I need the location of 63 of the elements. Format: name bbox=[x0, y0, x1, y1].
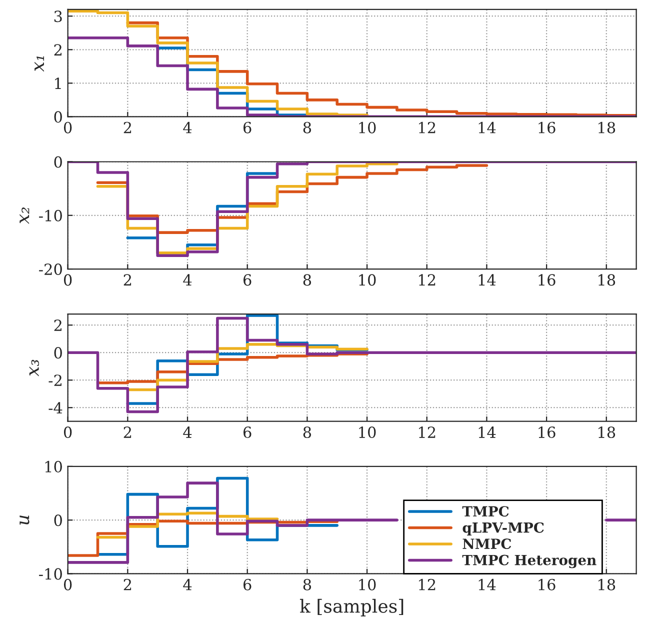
x-tick-label: 2 bbox=[124, 122, 132, 134]
x-tick-label: 2 bbox=[124, 274, 132, 286]
y-tick-label: -20 bbox=[39, 263, 62, 276]
y-tick-label: 0 bbox=[54, 111, 62, 123]
x-tick-label: 10 bbox=[359, 578, 376, 590]
x-tick-label: 18 bbox=[598, 274, 616, 286]
x-tick-label: 12 bbox=[419, 122, 436, 134]
x-tick-label: 4 bbox=[183, 578, 192, 590]
x-tick-label: 12 bbox=[419, 426, 436, 438]
y-tick-label: 2 bbox=[54, 44, 62, 56]
x-tick-label: 6 bbox=[244, 578, 252, 590]
x-tick-label: 6 bbox=[244, 122, 252, 134]
x-tick-label: 2 bbox=[124, 578, 132, 590]
y-axis-title: u bbox=[20, 516, 30, 525]
x-tick-label: 4 bbox=[183, 426, 192, 438]
legend-label: TMPC bbox=[462, 506, 509, 517]
x-tick-label: 16 bbox=[538, 122, 556, 134]
legend-label: qLPV-MPC bbox=[462, 522, 544, 536]
x-tick-label: 8 bbox=[303, 426, 312, 438]
x-tick-label: 0 bbox=[64, 122, 72, 134]
y-tick-label: 0 bbox=[54, 514, 62, 526]
x-tick-label: 14 bbox=[478, 274, 496, 286]
y-tick-label: -10 bbox=[39, 568, 62, 580]
x-tick-label: 18 bbox=[598, 426, 616, 438]
x-tick-label: 4 bbox=[183, 274, 192, 286]
y-axis-title: x₃ bbox=[29, 360, 39, 376]
x-tick-label: 8 bbox=[303, 578, 312, 590]
x-tick-label: 8 bbox=[303, 274, 312, 286]
y-tick-label: 0 bbox=[54, 347, 62, 359]
y-tick-label: 3 bbox=[54, 10, 62, 22]
legend-label: TMPC Heterogen bbox=[462, 554, 596, 568]
x-tick-label: 0 bbox=[64, 578, 72, 590]
x-tick-label: 18 bbox=[598, 578, 616, 590]
x-tick-label: 10 bbox=[359, 426, 376, 438]
y-tick-label: 0 bbox=[54, 156, 62, 168]
x-tick-label: 16 bbox=[538, 578, 556, 590]
y-tick-label: -4 bbox=[48, 402, 62, 414]
y-tick-label: 10 bbox=[45, 460, 62, 472]
x-tick-label: 6 bbox=[244, 426, 252, 438]
x-tick-label: 14 bbox=[478, 122, 496, 134]
x-axis-title: k [samples] bbox=[300, 598, 404, 616]
x-tick-label: 6 bbox=[244, 274, 252, 286]
x-tick-label: 10 bbox=[359, 122, 376, 134]
x-tick-label: 14 bbox=[478, 426, 496, 438]
x-tick-label: 8 bbox=[303, 122, 312, 134]
x-tick-label: 16 bbox=[538, 274, 556, 286]
x-tick-label: 16 bbox=[538, 426, 556, 438]
y-tick-label: -2 bbox=[48, 374, 62, 386]
y-tick-label: 2 bbox=[54, 320, 62, 331]
y-axis-title: x₁ bbox=[34, 56, 44, 72]
x-tick-label: 0 bbox=[64, 274, 72, 286]
y-tick-label: -10 bbox=[39, 210, 62, 222]
legend-label: NMPC bbox=[462, 538, 512, 550]
x-tick-label: 12 bbox=[419, 274, 436, 286]
x-tick-label: 12 bbox=[419, 578, 436, 590]
y-tick-label: 1 bbox=[55, 78, 61, 89]
x-tick-label: 0 bbox=[64, 426, 72, 438]
x-tick-label: 14 bbox=[478, 578, 496, 590]
x-tick-label: 2 bbox=[124, 426, 132, 438]
y-axis-title: x₂ bbox=[20, 208, 30, 224]
x-tick-label: 4 bbox=[183, 122, 192, 134]
x-tick-label: 18 bbox=[598, 122, 616, 134]
x-tick-label: 10 bbox=[359, 274, 376, 286]
